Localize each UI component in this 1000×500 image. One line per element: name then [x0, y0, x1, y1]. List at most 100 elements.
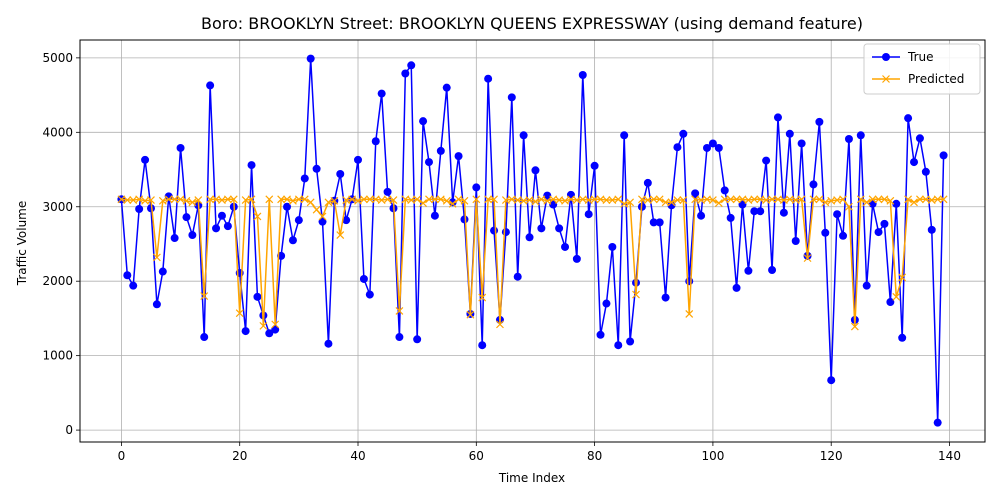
data-point-predicted: [626, 198, 635, 207]
data-point-true: [336, 170, 345, 178]
x-tick-label: 0: [118, 449, 126, 463]
data-point-true: [460, 215, 469, 224]
data-point-predicted: [661, 198, 670, 207]
data-point-true: [383, 187, 392, 196]
y-tick-label: 1000: [42, 349, 73, 363]
data-point-true: [697, 211, 706, 220]
data-point-true: [910, 158, 919, 167]
data-point-true: [904, 114, 913, 123]
data-point-predicted: [229, 195, 238, 204]
data-point-true: [253, 292, 262, 301]
data-point-true: [785, 129, 794, 138]
series-layer: [117, 54, 948, 427]
data-point-predicted: [182, 196, 191, 205]
data-point-true: [513, 272, 522, 281]
data-point-predicted: [797, 195, 806, 204]
data-point-true: [413, 335, 422, 344]
data-point-predicted: [194, 196, 203, 204]
data-point-true: [797, 139, 806, 148]
data-point-predicted: [389, 196, 398, 204]
x-tick-label: 120: [820, 449, 843, 463]
data-point-predicted: [916, 195, 924, 204]
data-point-true: [921, 167, 930, 176]
plot-frame: [79, 39, 986, 443]
data-point-true: [318, 217, 327, 226]
data-point-true: [708, 139, 717, 148]
data-point-predicted: [673, 196, 682, 204]
data-point-predicted: [880, 195, 889, 204]
data-point-predicted: [632, 290, 640, 299]
data-point-predicted: [821, 198, 830, 207]
y-tick-label: 0: [65, 423, 73, 437]
data-point-true: [241, 327, 250, 336]
data-point-true: [874, 228, 883, 237]
data-point-true: [779, 208, 788, 217]
data-point-predicted: [460, 196, 469, 205]
data-point-true: [146, 204, 155, 213]
data-point-true: [596, 330, 605, 339]
data-point-true: [833, 210, 842, 219]
x-tick-label: 20: [232, 449, 247, 463]
x-axis-label: Time Index: [498, 471, 565, 485]
data-point-predicted: [732, 195, 741, 204]
data-point-true: [561, 242, 570, 251]
data-point-true: [525, 233, 534, 242]
data-point-predicted: [247, 195, 256, 204]
data-point-predicted: [395, 307, 404, 315]
data-point-true: [643, 178, 652, 187]
data-point-predicted: [442, 196, 451, 205]
data-point-predicted: [933, 195, 942, 204]
data-point-predicted: [892, 292, 901, 301]
data-point-true: [359, 274, 368, 283]
series-line-predicted: [121, 198, 944, 328]
data-point-true: [892, 199, 901, 208]
data-point-true: [436, 146, 445, 155]
data-point-true: [377, 89, 386, 98]
data-point-predicted: [354, 196, 362, 205]
data-point-predicted: [330, 196, 339, 205]
data-point-true: [442, 83, 451, 92]
data-point-true: [702, 143, 711, 152]
x-tick-label: 100: [701, 449, 724, 463]
data-point-true: [661, 293, 670, 302]
data-point-true: [815, 117, 824, 126]
data-point-predicted: [324, 198, 333, 207]
data-point-predicted: [655, 195, 664, 204]
data-point-predicted: [614, 195, 623, 204]
data-point-true: [821, 228, 830, 237]
data-point-predicted: [667, 198, 676, 207]
data-point-true: [738, 200, 747, 209]
data-point-predicted: [419, 199, 427, 207]
data-point-true: [655, 218, 664, 227]
data-point-true: [324, 339, 333, 348]
data-point-true: [549, 200, 558, 209]
data-point-true: [129, 281, 138, 290]
data-point-predicted: [158, 196, 167, 205]
data-point-predicted: [318, 212, 327, 221]
data-point-true: [620, 131, 629, 140]
data-point-true: [182, 213, 191, 222]
data-point-predicted: [336, 231, 345, 239]
y-tick-label: 2000: [42, 274, 73, 288]
data-point-true: [490, 226, 499, 235]
data-point-true: [691, 189, 700, 198]
data-point-true: [288, 236, 297, 245]
data-point-true: [679, 129, 688, 138]
data-point-true: [685, 277, 694, 286]
data-point-true: [839, 231, 848, 240]
data-point-true: [135, 204, 144, 213]
data-point-predicted: [714, 199, 723, 207]
data-point-true: [768, 266, 777, 275]
data-point-true: [395, 333, 404, 342]
data-point-predicted: [176, 195, 185, 204]
data-point-predicted: [348, 195, 357, 204]
data-point-predicted: [910, 198, 918, 207]
data-point-predicted: [223, 195, 232, 204]
data-point-true: [265, 329, 274, 338]
data-point-predicted: [206, 195, 215, 204]
data-point-predicted: [750, 195, 759, 204]
data-point-predicted: [856, 195, 865, 204]
data-point-true: [283, 202, 292, 211]
data-point-true: [750, 207, 759, 216]
